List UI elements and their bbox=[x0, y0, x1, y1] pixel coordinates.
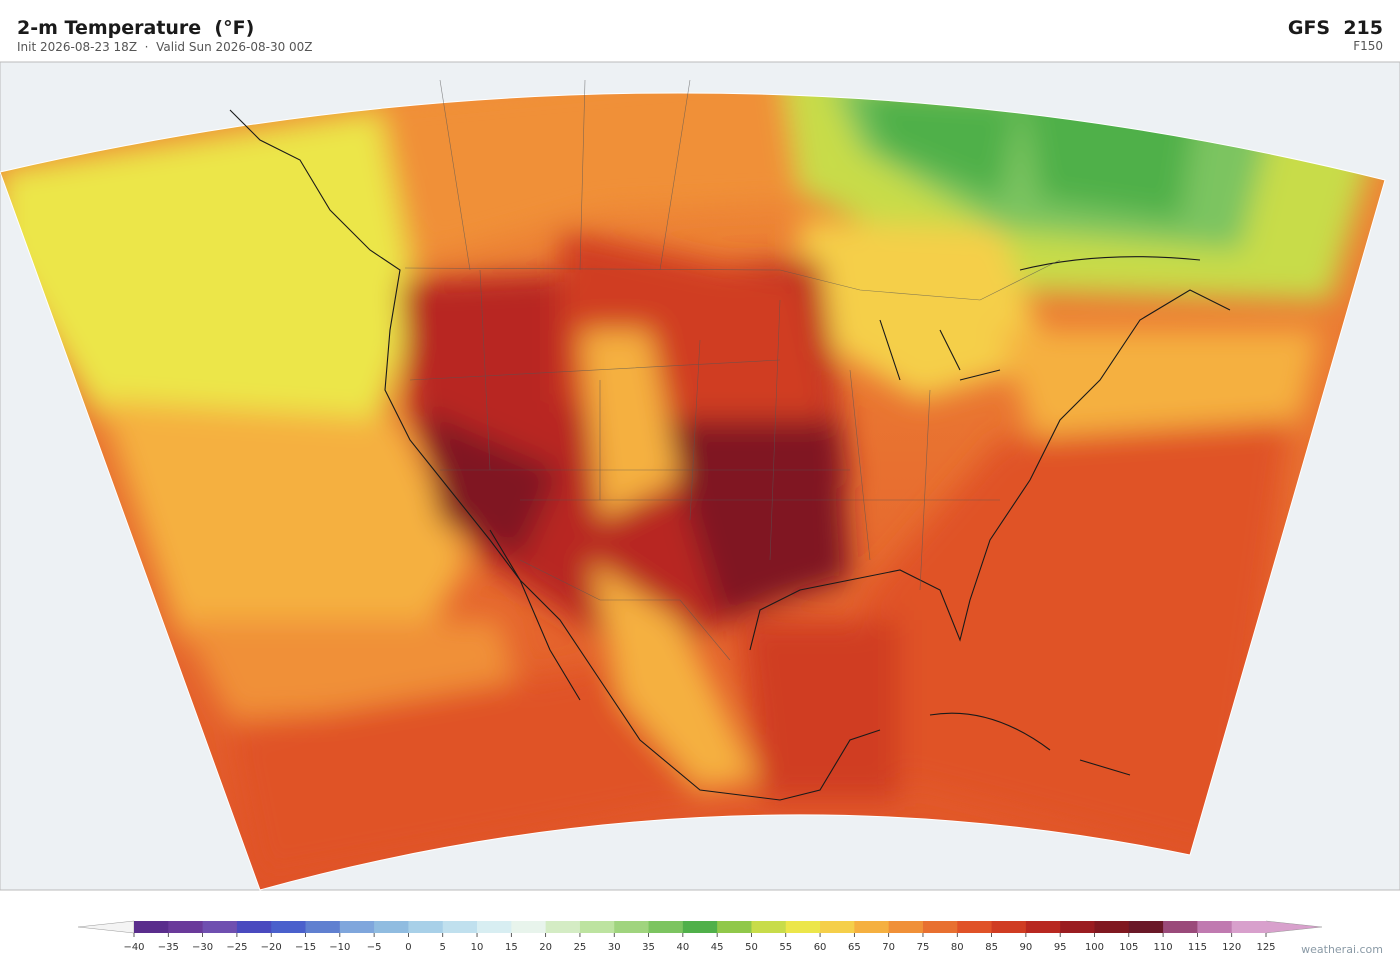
colorbar-segment bbox=[545, 921, 581, 933]
temperature-field bbox=[0, 92, 1385, 891]
tick-label: 40 bbox=[676, 942, 689, 953]
colorbar-segment bbox=[751, 921, 787, 933]
colorbar-segment bbox=[1231, 921, 1267, 933]
tick-label: −35 bbox=[158, 942, 179, 953]
tick-label: 15 bbox=[505, 942, 518, 953]
tick-label: 120 bbox=[1222, 942, 1241, 953]
map bbox=[0, 61, 1400, 891]
tick-label: 10 bbox=[471, 942, 484, 953]
model: GFS 215 bbox=[1288, 17, 1383, 39]
colorbar-segment bbox=[1197, 921, 1233, 933]
tick-label: −30 bbox=[192, 942, 213, 953]
colorbar-segment bbox=[477, 921, 512, 933]
colorbar-segment bbox=[408, 921, 444, 933]
colorbar-segment bbox=[1128, 921, 1164, 933]
colorbar-segment bbox=[682, 921, 718, 933]
tick-label: −20 bbox=[261, 942, 282, 953]
tick-label: −5 bbox=[367, 942, 382, 953]
colorbar-segment bbox=[648, 921, 684, 933]
tick-label: −40 bbox=[123, 942, 144, 953]
tick-label: 60 bbox=[814, 942, 827, 953]
credit: weatherai.com bbox=[1301, 943, 1383, 956]
colorbar-segment bbox=[202, 921, 238, 933]
colorbar-segment bbox=[717, 921, 752, 933]
colorbar-segment bbox=[854, 921, 890, 933]
colorbar-segment bbox=[1060, 921, 1095, 933]
tick-label: 35 bbox=[642, 942, 655, 953]
colorbar-segment bbox=[957, 921, 993, 933]
coastlines bbox=[229, 109, 1231, 801]
colorbar-segment bbox=[236, 921, 272, 933]
tick-label: −10 bbox=[329, 942, 350, 953]
colorbar-segment bbox=[922, 921, 958, 933]
colorbar-under bbox=[77, 920, 135, 934]
tick-label: 5 bbox=[440, 942, 446, 953]
tick-label: 45 bbox=[711, 942, 724, 953]
forecast-hour: F150 bbox=[1353, 39, 1383, 53]
colorbar-segment bbox=[271, 921, 307, 933]
colorbar-segment bbox=[374, 921, 409, 933]
tick-label: 20 bbox=[539, 942, 552, 953]
colorbar-segment bbox=[1025, 921, 1061, 933]
tick-label: 30 bbox=[608, 942, 621, 953]
colorbar-segment bbox=[442, 921, 478, 933]
colorbar-segment bbox=[991, 921, 1027, 933]
subtitle: Init 2026-08-23 18Z · Valid Sun 2026-08-… bbox=[17, 40, 313, 54]
colorbar-segment bbox=[1163, 921, 1198, 933]
colorbar-segment bbox=[820, 921, 855, 933]
colorbar-segment bbox=[785, 921, 821, 933]
tick-label: 110 bbox=[1154, 942, 1173, 953]
tick-label: 55 bbox=[779, 942, 792, 953]
colorbar-over bbox=[1265, 920, 1323, 934]
colorbar-segment bbox=[134, 921, 169, 933]
title: 2-m Temperature (°F) bbox=[17, 17, 254, 39]
colorbar: −40 −35 −30 −25 −20 −15 −10 −5 0 5 10 15 20 25 30 35 40 4… bbox=[77, 920, 1323, 953]
tick-label: 70 bbox=[882, 942, 895, 953]
colorbar-segment bbox=[339, 921, 375, 933]
tick-label: 90 bbox=[1020, 942, 1033, 953]
tick-label: 115 bbox=[1188, 942, 1207, 953]
tick-label: −15 bbox=[295, 942, 316, 953]
colorbar-segment bbox=[511, 921, 547, 933]
tick-label: 25 bbox=[574, 942, 587, 953]
tick-label: 65 bbox=[848, 942, 861, 953]
colorbar-segment bbox=[168, 921, 204, 933]
tick-label: 100 bbox=[1085, 942, 1104, 953]
colorbar-segment bbox=[614, 921, 650, 933]
colorbar-segment bbox=[1094, 921, 1130, 933]
tick-label: 0 bbox=[405, 942, 411, 953]
borders bbox=[404, 79, 1061, 661]
tick-label: 50 bbox=[745, 942, 758, 953]
tick-label: −25 bbox=[226, 942, 247, 953]
tick-label: 80 bbox=[951, 942, 964, 953]
tick-label: 105 bbox=[1119, 942, 1138, 953]
colorbar-segment bbox=[888, 921, 924, 933]
tick-label: 75 bbox=[917, 942, 930, 953]
tick-label: 95 bbox=[1054, 942, 1067, 953]
tick-label: 85 bbox=[985, 942, 998, 953]
tick-label: 125 bbox=[1256, 942, 1275, 953]
colorbar-segment bbox=[579, 921, 615, 933]
colorbar-segment bbox=[305, 921, 341, 933]
